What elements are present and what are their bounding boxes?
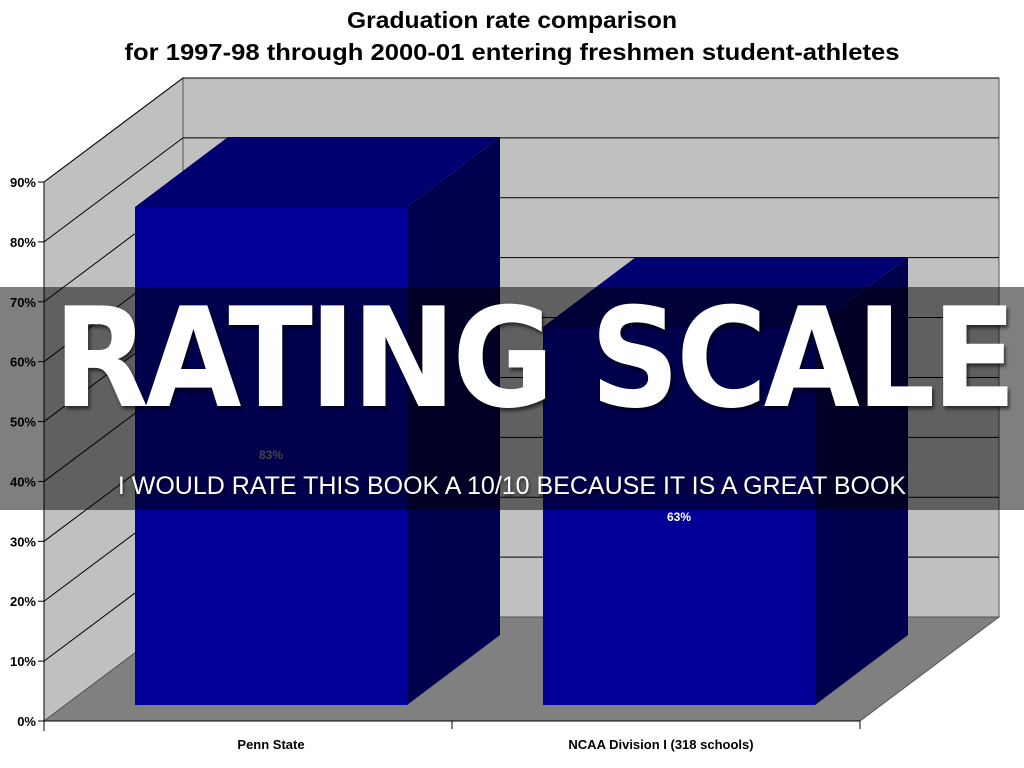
gridline-side [43, 137, 184, 243]
gridline-side [43, 77, 184, 183]
y-tick-label: 10% [10, 654, 36, 669]
y-tick-label: 0% [17, 714, 36, 729]
y-tick-label: 30% [10, 534, 36, 549]
data-label: 63% [667, 510, 691, 524]
x-category-label: NCAA Division I (318 schools) [568, 737, 753, 752]
bar-top [135, 137, 500, 207]
chart-title-line: Graduation rate comparison [347, 7, 677, 33]
overlay-headline: RATING SCALE [53, 278, 1016, 439]
overlay-headline-container: RATING SCALE [0, 284, 1024, 477]
chart-title-line: for 1997-98 through 2000-01 entering fre… [125, 39, 900, 65]
overlay-band [0, 287, 1024, 510]
y-tick-label: 20% [10, 594, 36, 609]
overlay-subline-container: I WOULD RATE THIS BOOK A 10/10 BECAUSE I… [0, 468, 1024, 508]
x-category-label: Penn State [237, 737, 304, 752]
y-tick-label: 90% [10, 175, 36, 190]
y-tick-label: 80% [10, 235, 36, 250]
overlay-subline: I WOULD RATE THIS BOOK A 10/10 BECAUSE I… [117, 472, 907, 500]
